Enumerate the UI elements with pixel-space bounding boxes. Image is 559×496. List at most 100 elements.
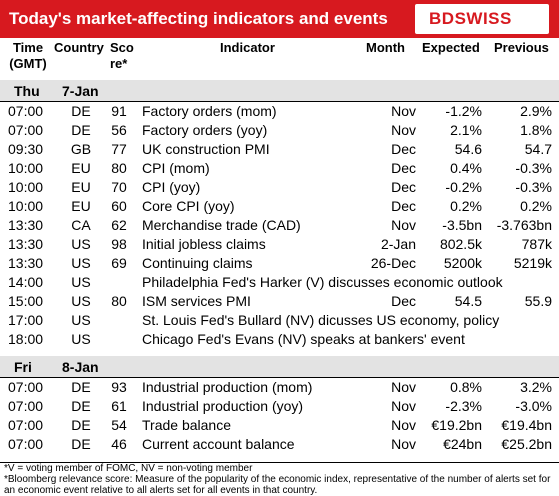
cell-previous: 1.8% xyxy=(520,122,552,138)
cell-month: Dec xyxy=(391,141,416,157)
cell-previous: -0.3% xyxy=(515,160,552,176)
cell-previous: 0.2% xyxy=(520,198,552,214)
cell-indicator: Industrial production (mom) xyxy=(142,379,313,395)
cell-time: 10:00 xyxy=(8,160,44,176)
day-row-fri: Fri 8-Jan xyxy=(0,356,559,378)
cell-expected: -3.5bn xyxy=(442,217,482,233)
cell-time: 09:30 xyxy=(8,141,44,157)
cell-expected: -1.2% xyxy=(445,103,482,119)
cell-previous: 54.7 xyxy=(524,141,552,157)
table-row: 07:00 DE 56 Factory orders (yoy) Nov 2.1% 1.8% xyxy=(0,121,559,140)
title-bar: Today's market-affecting indicators and … xyxy=(0,0,559,38)
cell-score: 91 xyxy=(111,103,127,119)
cell-country: US xyxy=(71,236,91,252)
cell-score: 70 xyxy=(111,179,127,195)
cell-expected: -2.3% xyxy=(445,398,482,414)
cell-previous: -0.3% xyxy=(515,179,552,195)
cell-indicator: CPI (mom) xyxy=(142,160,210,176)
cell-country: EU xyxy=(71,198,91,214)
day-row-thu: Thu 7-Jan xyxy=(0,80,559,102)
cell-indicator: Merchandise trade (CAD) xyxy=(142,217,301,233)
cell-expected: 0.4% xyxy=(450,160,482,176)
footnote-score: *Bloomberg relevance score: Measure of t… xyxy=(4,474,551,496)
day-label: Thu xyxy=(14,83,40,99)
cell-country: DE xyxy=(71,417,91,433)
footnotes: *V = voting member of FOMC, NV = non-vot… xyxy=(4,463,556,496)
cell-country: DE xyxy=(71,379,91,395)
cell-indicator: Philadelphia Fed's Harker (V) discusses … xyxy=(142,274,503,290)
cell-score: 80 xyxy=(111,160,127,176)
cell-indicator: St. Louis Fed's Bullard (NV) dicusses US… xyxy=(142,312,500,328)
cell-time: 14:00 xyxy=(8,274,44,290)
table-row: 15:00 US 80 ISM services PMI Dec 54.5 55.9 xyxy=(0,292,559,311)
cell-month: Nov xyxy=(391,122,416,138)
table-row: 10:00 EU 80 CPI (mom) Dec 0.4% -0.3% xyxy=(0,159,559,178)
cell-score: 62 xyxy=(111,217,127,233)
cell-month: Nov xyxy=(391,417,416,433)
cell-time: 10:00 xyxy=(8,179,44,195)
table-row: 17:00 US St. Louis Fed's Bullard (NV) dicu… xyxy=(0,311,559,330)
cell-country: US xyxy=(71,255,91,271)
cell-score: 54 xyxy=(111,417,127,433)
table-row: 07:00 DE 46 Current account balance Nov €24bn… xyxy=(0,435,559,454)
cell-time: 13:30 xyxy=(8,217,44,233)
cell-score: 56 xyxy=(111,122,127,138)
cell-indicator: Industrial production (yoy) xyxy=(142,398,304,414)
cell-time: 07:00 xyxy=(8,436,44,452)
cell-country: DE xyxy=(71,436,91,452)
cell-expected: 5200k xyxy=(443,255,482,271)
cell-score: 60 xyxy=(111,198,127,214)
table-row: 07:00 DE 54 Trade balance Nov €19.2bn €19.4bn xyxy=(0,416,559,435)
cell-month: Nov xyxy=(391,103,416,119)
cell-country: US xyxy=(71,331,91,347)
cell-previous: €25.2bn xyxy=(501,436,552,452)
cell-expected: 2.1% xyxy=(450,122,482,138)
table-row: 07:00 DE 93 Industrial production (mom) Nov 0… xyxy=(0,378,559,397)
cell-time: 17:00 xyxy=(8,312,44,328)
cell-score: 77 xyxy=(111,141,127,157)
table-row: 07:00 DE 91 Factory orders (mom) Nov -1.2% 2.9… xyxy=(0,102,559,121)
cell-country: DE xyxy=(71,122,91,138)
cell-country: EU xyxy=(71,160,91,176)
cell-indicator: Factory orders (mom) xyxy=(142,103,277,119)
table-row: 13:30 US 69 Continuing claims 26-Dec 5200k 521… xyxy=(0,254,559,273)
table-row: 07:00 DE 61 Industrial production (yoy) Nov -… xyxy=(0,397,559,416)
cell-month: 2-Jan xyxy=(380,236,416,252)
cell-time: 07:00 xyxy=(8,398,44,414)
table-bottom-border xyxy=(0,462,559,463)
table-row: 09:30 GB 77 UK construction PMI Dec 54.6 54.7 xyxy=(0,140,559,159)
cell-time: 07:00 xyxy=(8,417,44,433)
logo-text-swiss: WISS xyxy=(466,9,512,28)
cell-indicator: Chicago Fed's Evans (NV) speaks at banke… xyxy=(142,331,465,347)
cell-previous: €19.4bn xyxy=(501,417,552,433)
cell-score: 98 xyxy=(111,236,127,252)
cell-month: Dec xyxy=(391,293,416,309)
cell-expected: 54.5 xyxy=(454,293,482,309)
cell-previous: -3.763bn xyxy=(496,217,552,233)
table-row: 10:00 EU 60 Core CPI (yoy) Dec 0.2% 0.2% xyxy=(0,197,559,216)
table-row: 10:00 EU 70 CPI (yoy) Dec -0.2% -0.3% xyxy=(0,178,559,197)
footnote-voting: *V = voting member of FOMC, NV = non-vot… xyxy=(4,463,253,474)
cell-time: 13:30 xyxy=(8,236,44,252)
cell-time: 13:30 xyxy=(8,255,44,271)
cell-score: 61 xyxy=(111,398,127,414)
cell-country: EU xyxy=(71,179,91,195)
cell-country: US xyxy=(71,312,91,328)
cell-month: Dec xyxy=(391,198,416,214)
cell-score: 69 xyxy=(111,255,127,271)
day-label: Fri xyxy=(14,359,32,375)
cell-indicator: Continuing claims xyxy=(142,255,253,271)
header-time: Time (GMT) xyxy=(9,40,47,71)
cell-country: CA xyxy=(71,217,91,233)
cell-country: GB xyxy=(70,141,92,157)
header-month: Month xyxy=(366,40,405,55)
cell-month: Dec xyxy=(391,160,416,176)
cell-expected: €24bn xyxy=(443,436,482,452)
cell-previous: 5219k xyxy=(513,255,552,271)
header-score: Sco re* xyxy=(110,40,134,71)
panel-title: Today's market-affecting indicators and … xyxy=(9,9,388,28)
header-indicator: Indicator xyxy=(220,40,275,55)
cell-previous: 3.2% xyxy=(520,379,552,395)
cell-month: Nov xyxy=(391,436,416,452)
